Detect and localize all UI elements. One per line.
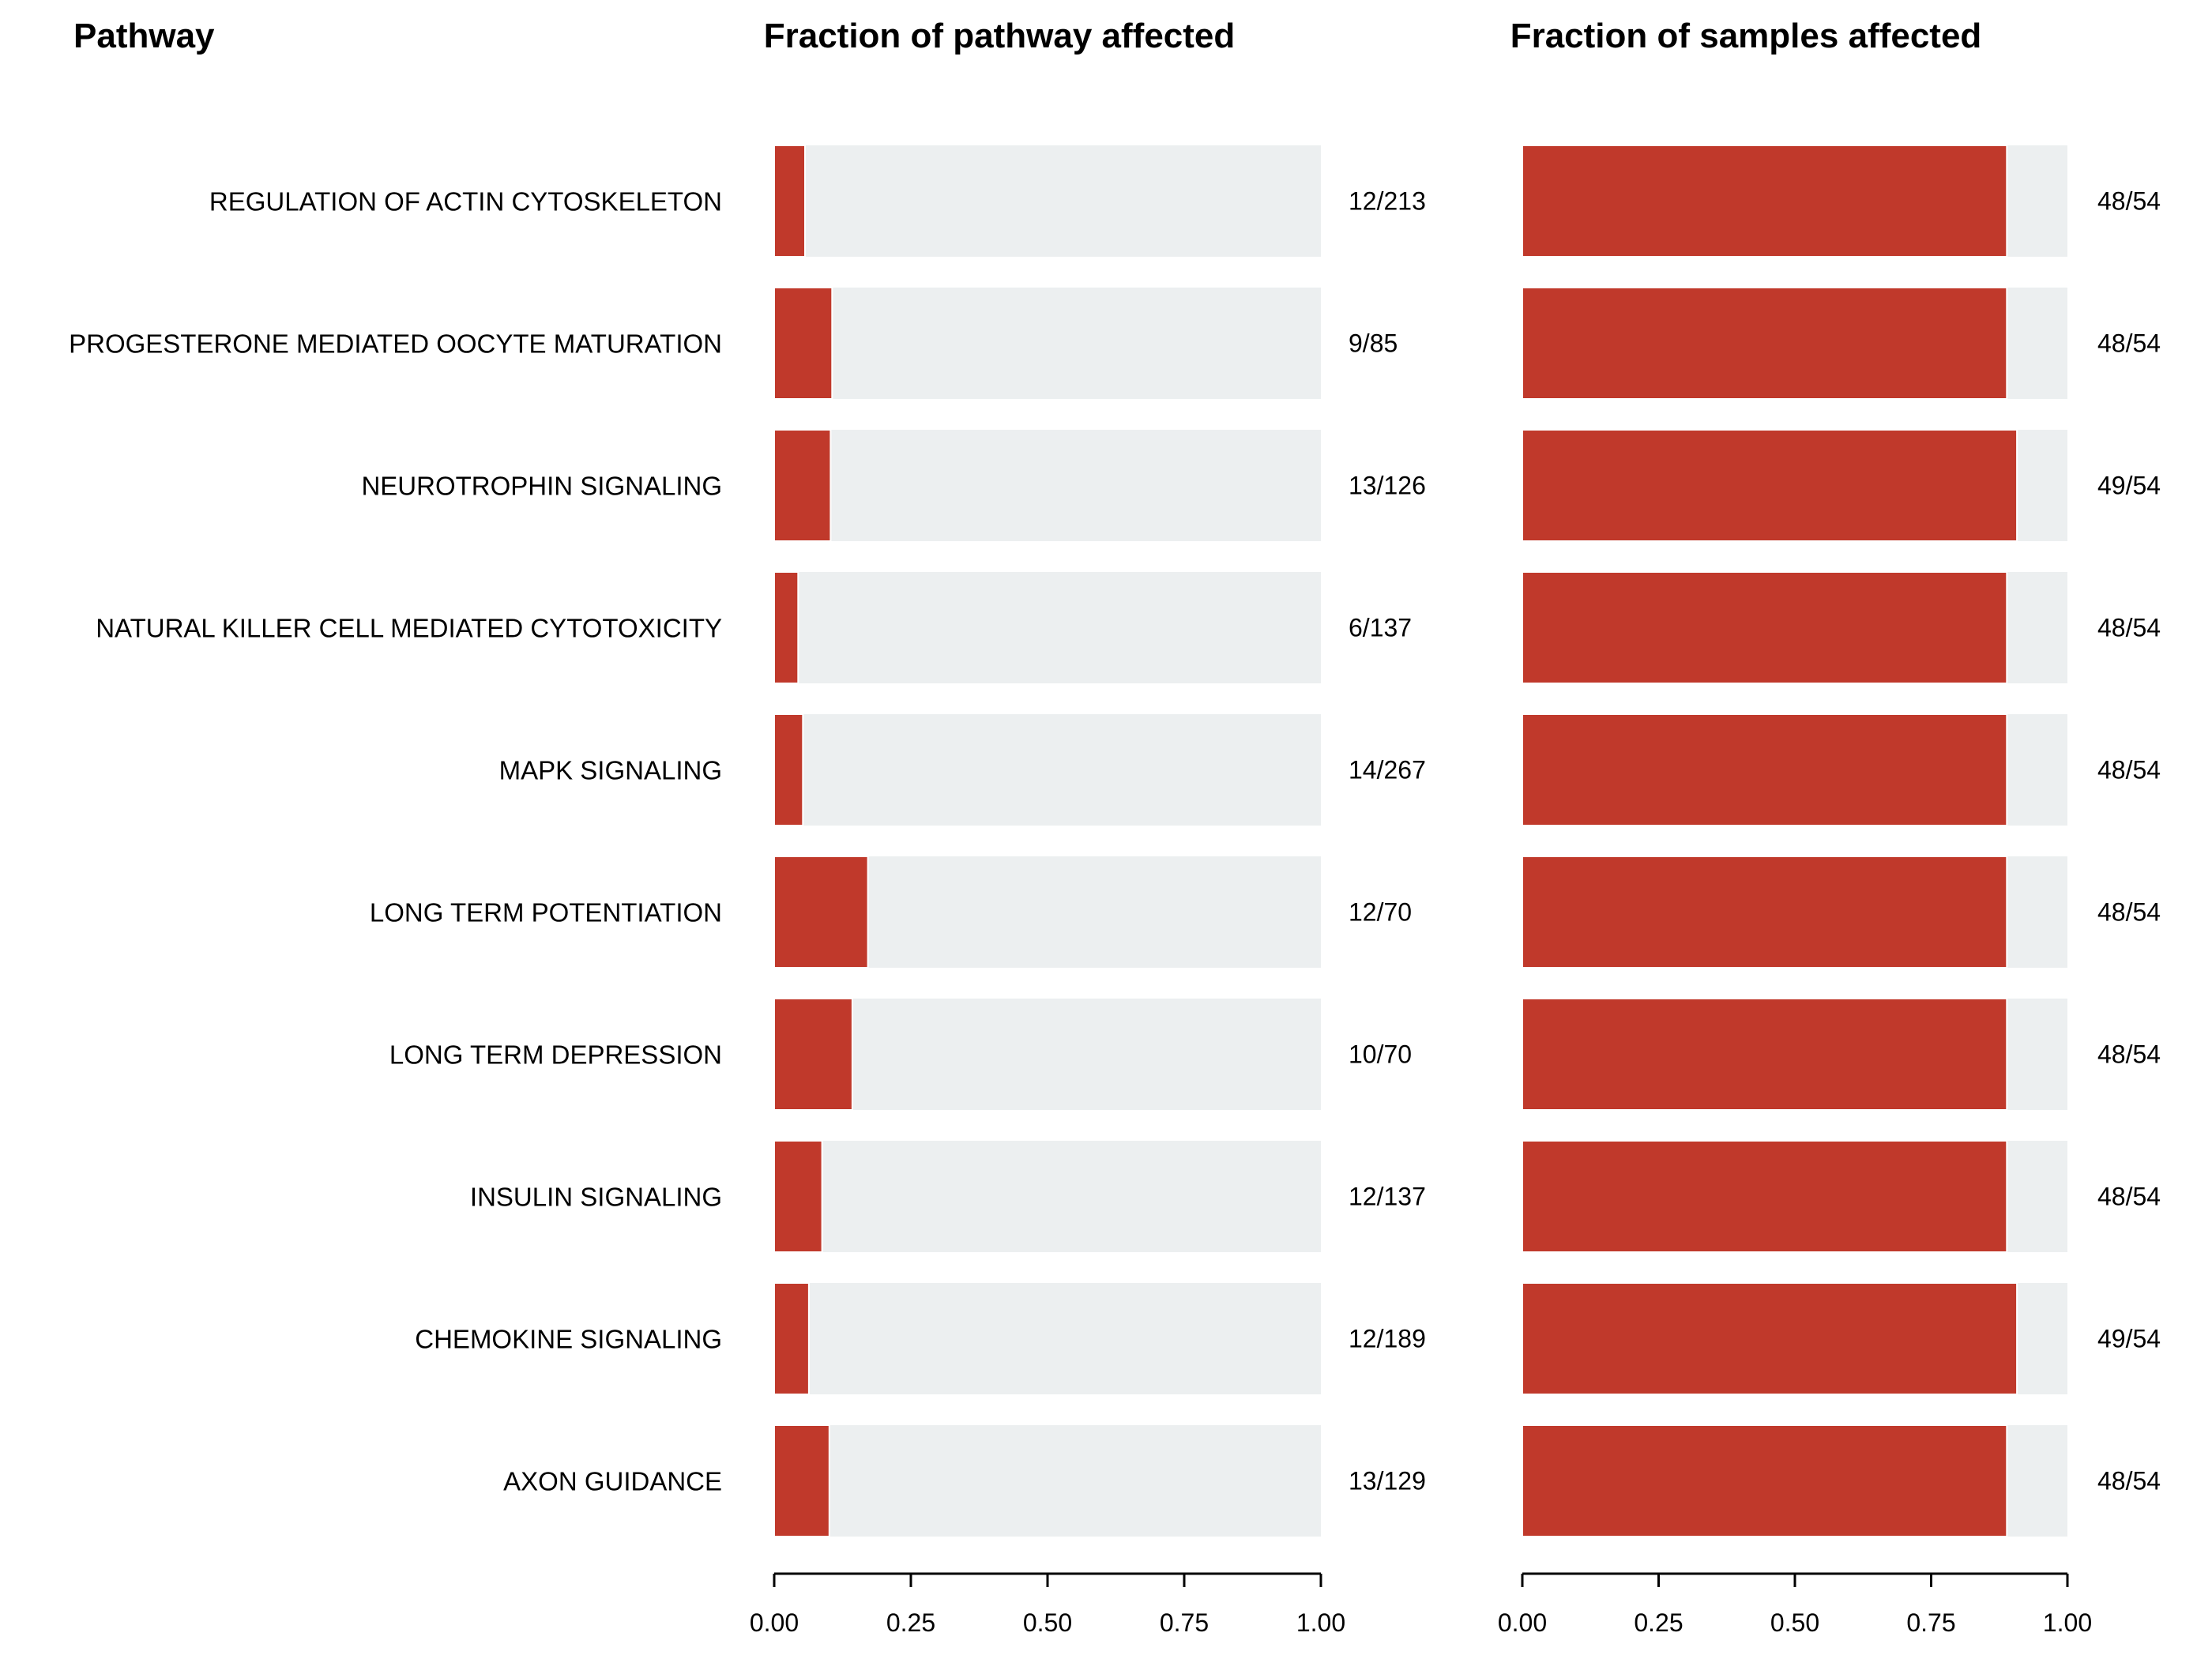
bar-count-label: 12/137 [1349, 1183, 1426, 1211]
bar [773, 1424, 830, 1537]
bar-background [774, 145, 1321, 257]
bar-count-label: 12/189 [1349, 1325, 1426, 1353]
x-tick-label: 0.50 [1023, 1608, 1072, 1637]
x-tick-label: 0.00 [1498, 1608, 1547, 1637]
bar-background [774, 1283, 1321, 1394]
bar [1522, 571, 2008, 684]
bar-background [774, 288, 1321, 399]
bar-background [774, 430, 1321, 541]
pathway-label: NATURAL KILLER CELL MEDIATED CYTOTOXICIT… [96, 614, 722, 643]
pathway-label: REGULATION OF ACTIN CYTOSKELETON [209, 187, 722, 216]
x-tick-label: 1.00 [1296, 1608, 1345, 1637]
pathway-label: MAPK SIGNALING [499, 756, 722, 785]
x-tick-label: 0.00 [750, 1608, 799, 1637]
pathway-label: LONG TERM POTENTIATION [370, 898, 722, 927]
bar-count-label: 9/85 [1349, 329, 1398, 358]
pathway-label: INSULIN SIGNALING [470, 1183, 722, 1212]
bar [773, 998, 853, 1111]
bar-count-label: 48/54 [2097, 1467, 2161, 1495]
bar [1522, 287, 2008, 400]
pathway-label: NEUROTROPHIN SIGNALING [361, 472, 722, 501]
pathway-header: Pathway [73, 17, 215, 55]
pathway-label: LONG TERM DEPRESSION [389, 1040, 722, 1070]
pathway-label: AXON GUIDANCE [503, 1467, 722, 1496]
x-tick-label: 0.75 [1906, 1608, 1955, 1637]
x-tick-label: 0.75 [1160, 1608, 1209, 1637]
bar-count-label: 12/70 [1349, 898, 1412, 927]
bar-count-label: 48/54 [2097, 1040, 2161, 1069]
bar-count-label: 10/70 [1349, 1040, 1412, 1069]
bar [1522, 429, 2018, 542]
bar [773, 1140, 823, 1253]
bar [1522, 1282, 2018, 1395]
bar [1522, 145, 2008, 258]
bar-count-label: 48/54 [2097, 187, 2161, 216]
bar [773, 571, 799, 684]
bar-count-label: 13/129 [1349, 1467, 1426, 1495]
chart-axes: 0.00 0.25 0.50 0.75 1.00 0.00 0.25 0.50 0.75 1.00 [750, 1572, 2092, 1637]
bar [1522, 713, 2008, 826]
bar-count-label: 48/54 [2097, 1183, 2161, 1211]
bar [773, 287, 833, 400]
bar [773, 1282, 810, 1395]
chart-rows: REGULATION OF ACTIN CYTOSKELETON 12/213 48… [69, 145, 2161, 1537]
bar-count-label: 48/54 [2097, 898, 2161, 927]
bar [1522, 1424, 2008, 1537]
bar-count-label: 12/213 [1349, 187, 1426, 216]
x-tick-label: 0.50 [1770, 1608, 1819, 1637]
bar [773, 429, 832, 542]
bar-background [774, 1425, 1321, 1537]
sample-fraction-header: Fraction of samples affected [1510, 17, 1982, 55]
bar-background [774, 999, 1321, 1110]
x-tick-label: 0.25 [1634, 1608, 1683, 1637]
pathway-label: CHEMOKINE SIGNALING [415, 1325, 722, 1354]
bar-count-label: 48/54 [2097, 756, 2161, 784]
x-tick-label: 1.00 [2043, 1608, 2092, 1637]
pathway-label: PROGESTERONE MEDIATED OOCYTE MATURATION [69, 329, 722, 359]
bar-count-label: 13/126 [1349, 472, 1426, 500]
bar [1522, 1140, 2008, 1253]
bar-count-label: 48/54 [2097, 329, 2161, 358]
pathway-fraction-header: Fraction of pathway affected [764, 17, 1236, 55]
bar-count-label: 6/137 [1349, 614, 1412, 642]
bar [773, 713, 804, 826]
bar [1522, 998, 2008, 1111]
bar-count-label: 14/267 [1349, 756, 1426, 784]
bar-background [774, 572, 1321, 683]
bar-background [774, 714, 1321, 826]
x-tick-label: 0.25 [886, 1608, 935, 1637]
bar [773, 856, 869, 969]
bar-background [774, 1141, 1321, 1252]
bar-count-label: 48/54 [2097, 614, 2161, 642]
bar-count-label: 49/54 [2097, 472, 2161, 500]
bar [1522, 856, 2008, 969]
bar-count-label: 49/54 [2097, 1325, 2161, 1353]
bar [773, 145, 806, 258]
